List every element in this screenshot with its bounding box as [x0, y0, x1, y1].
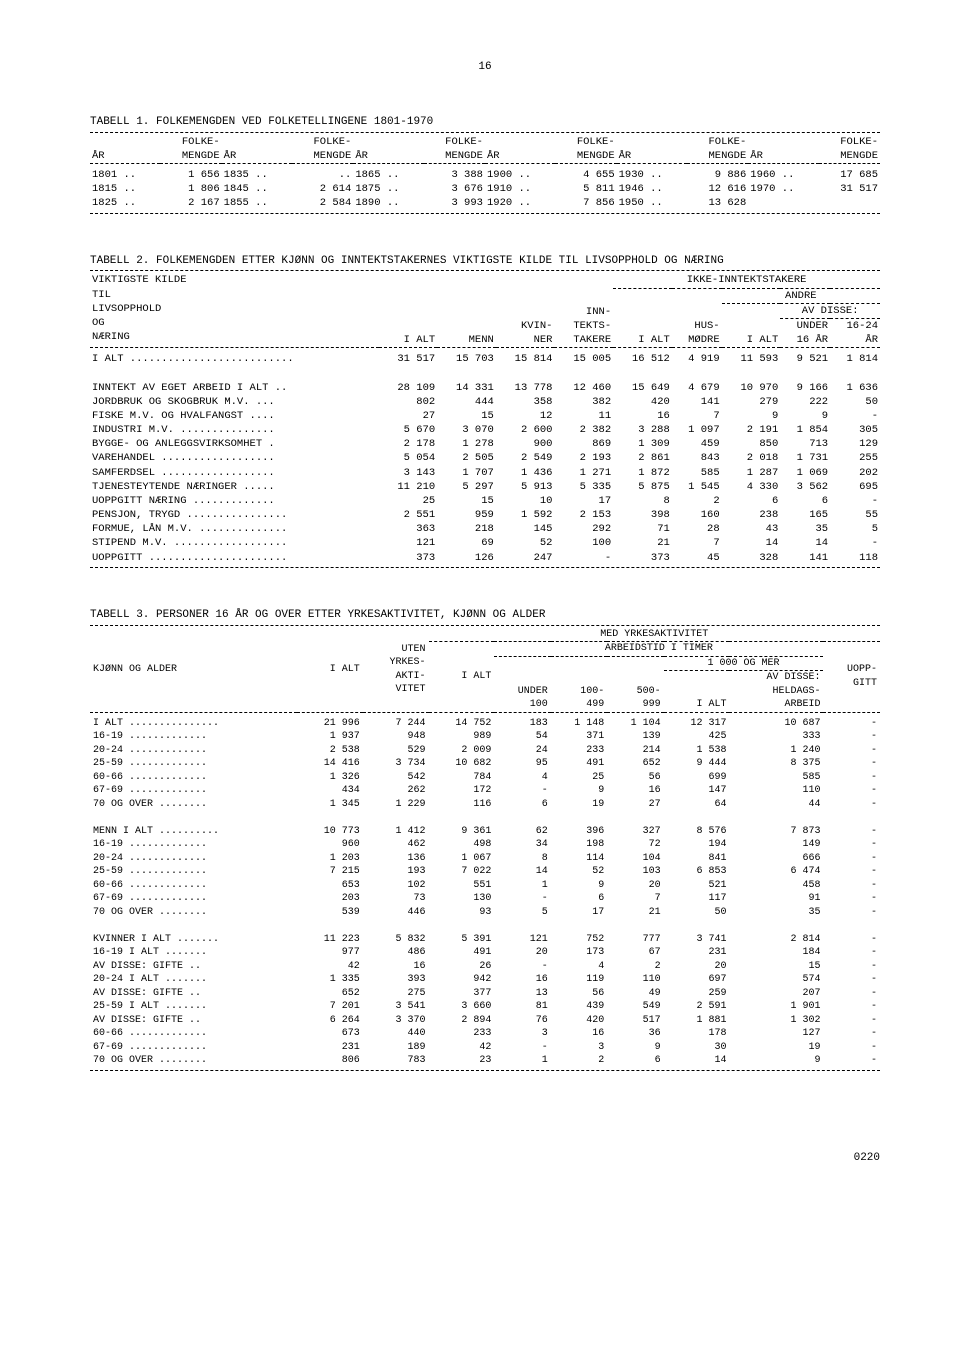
- table-row: 60-66 .............1 3265427844255669958…: [90, 771, 880, 785]
- table-row: 67-69 .............20373130-6711791-: [90, 892, 880, 906]
- table1-title: TABELL 1. FOLKEMENGDEN VED FOLKETELLINGE…: [90, 115, 880, 130]
- table1: ÅR FOLKE-MENGDE ÅR FOLKE-MENGDE ÅR FOLKE…: [90, 135, 880, 211]
- divider: [90, 567, 880, 568]
- footer-id: 0220: [90, 1151, 880, 1166]
- col-year: ÅR: [748, 135, 818, 164]
- col-ialt2: I ALT: [429, 642, 495, 713]
- table-row: 25-59 .............7 2151937 02214521036…: [90, 865, 880, 879]
- table-row: BYGGE- OG ANLEGGSVIRKSOMHET .2 1781 2789…: [90, 437, 880, 451]
- table-row: KVINNER I ALT .......11 2235 8325 391121…: [90, 933, 880, 947]
- col-arb: ARBEIDSTID I TIMER: [494, 642, 823, 657]
- col-pop: FOLKE-MENGDE: [292, 135, 353, 164]
- table-row: UOPPGITT NÆRING .............25151017826…: [90, 494, 880, 508]
- table-row: 20-24 .............1 2031361 06781141048…: [90, 852, 880, 866]
- col-avdisse: AV DISSE:: [780, 303, 880, 318]
- col-year: ÅR: [90, 135, 160, 164]
- col-inn: INN-TEKTS-TAKERE: [554, 273, 613, 347]
- col-year: ÅR: [353, 135, 423, 164]
- table-row: 60-66 .............67344023331636178127-: [90, 1027, 880, 1041]
- col-pop: FOLKE-MENGDE: [424, 135, 485, 164]
- table-row: 25-59 .............14 4163 73410 6829549…: [90, 757, 880, 771]
- table-row: FORMUE, LÅN M.V. ..............363218145…: [90, 522, 880, 536]
- table-row: 70 OG OVER ........1 3451 22911661927644…: [90, 798, 880, 812]
- col-ialt: I ALT: [379, 273, 438, 347]
- col-uopp: UOPP-GITT: [823, 642, 880, 713]
- page-number: 16: [90, 60, 880, 75]
- table-row: PENSJON, TRYGD ................2 5519591…: [90, 508, 880, 522]
- table-row: VAREHANDEL ..................5 0542 5052…: [90, 451, 880, 465]
- table-row: [90, 366, 880, 380]
- col-uten: UTENYRKES-AKTI-VITET: [363, 628, 429, 713]
- divider: [90, 625, 880, 626]
- table-row: JORDBRUK OG SKOGBRUK M.V. ...80244435838…: [90, 395, 880, 409]
- col-pop: FOLKE-MENGDE: [555, 135, 616, 164]
- divider: [90, 132, 880, 133]
- table-row: 20-24 .............2 5385292 00924233214…: [90, 744, 880, 758]
- table-row: 16-19 I ALT .......977486491201736723118…: [90, 946, 880, 960]
- table-row: 25-59 I ALT .......7 2013 5413 660814395…: [90, 1000, 880, 1014]
- table-row: I ALT ..........................31 51715…: [90, 352, 880, 366]
- table-row: 20-24 I ALT .......1 3353939421611911069…: [90, 973, 880, 987]
- table-row: STIPEND M.V. ..................121695210…: [90, 536, 880, 550]
- col-ialt3: I ALT: [664, 671, 730, 713]
- table-row: 1825 ..2 1671855 ..2 5841890 ..3 9931920…: [90, 196, 880, 210]
- col-andre: ANDRE: [722, 288, 880, 303]
- col-500999: 500-999: [607, 656, 663, 712]
- table-row: FISKE M.V. OG HVALFANGST ....27151211167…: [90, 409, 880, 423]
- col-kjonn: KJØNN OG ALDER: [90, 628, 297, 713]
- table-row: 70 OG OVER ........53944693517215035-: [90, 906, 880, 920]
- table-row: 1801 ..1 6561835 ....1865 ..3 3881900 ..…: [90, 168, 880, 182]
- divider: [90, 1070, 880, 1071]
- col-ialt: I ALT: [297, 628, 363, 713]
- col-ialt3: I ALT: [722, 303, 781, 348]
- table-row: 60-66 .............6531025511920521458-: [90, 879, 880, 893]
- table-row: 67-69 .............23118942-393019-: [90, 1041, 880, 1055]
- table-row: 16-19 .............960462498341987219414…: [90, 838, 880, 852]
- col-ikke: IKKE-INNTEKTSTAKERE: [613, 273, 880, 288]
- col-med: MED YRKESAKTIVITET: [429, 628, 880, 642]
- table2: VIKTIGSTE KILDETILLIVSOPPHOLDOGNÆRING I …: [90, 273, 880, 564]
- col-kvin: KVIN-NER: [496, 273, 555, 347]
- col-1624: 16-24ÅR: [830, 318, 880, 347]
- table2-title: TABELL 2. FOLKEMENGDEN ETTER KJØNN OG IN…: [90, 254, 880, 269]
- col-pop: FOLKE-MENGDE: [160, 135, 221, 164]
- table-row: MENN I ALT ..........10 7731 4129 361623…: [90, 825, 880, 839]
- table3-title: TABELL 3. PERSONER 16 ÅR OG OVER ETTER Y…: [90, 608, 880, 623]
- table-row: TJENESTEYTENDE NÆRINGER .....11 2105 297…: [90, 480, 880, 494]
- table-row: [90, 919, 880, 933]
- col-pop: FOLKE-MENGDE: [687, 135, 748, 164]
- col-under100: UNDER100: [494, 656, 550, 712]
- col-1000: 1 000 OG MER: [664, 656, 824, 671]
- table3: KJØNN OG ALDER I ALT UTENYRKES-AKTI-VITE…: [90, 628, 880, 1068]
- table-row: 1815 ..1 8061845 ..2 6141875 ..3 6761910…: [90, 182, 880, 196]
- col-hus: HUS-MØDRE: [672, 288, 722, 348]
- table-row: 67-69 .............434262172-916147110-: [90, 784, 880, 798]
- col-year: ÅR: [222, 135, 292, 164]
- table-row: INDUSTRI M.V. ...............5 6703 0702…: [90, 423, 880, 437]
- col-100499: 100-499: [551, 656, 607, 712]
- table-row: 16-19 .............1 9379489895437113942…: [90, 730, 880, 744]
- col-pop: FOLKE-MENGDE: [819, 135, 880, 164]
- table-row: 70 OG OVER ........80678323126149-: [90, 1054, 880, 1068]
- table-row: UOPPGITT ......................373126247…: [90, 551, 880, 565]
- col-avdisse: AV DISSE:HELDAGS-ARBEID: [729, 671, 823, 713]
- table-row: SAMFERDSEL ..................3 1431 7071…: [90, 466, 880, 480]
- col-year: ÅR: [485, 135, 555, 164]
- table-row: INNTEKT AV EGET ARBEID I ALT ..28 10914 …: [90, 381, 880, 395]
- table-row: I ALT ...............21 9967 24414 75218…: [90, 717, 880, 731]
- table-row: [90, 811, 880, 825]
- table-row: AV DISSE: GIFTE ..6 2643 3702 8947642051…: [90, 1014, 880, 1028]
- col-menn: MENN: [437, 273, 496, 347]
- col-year: ÅR: [617, 135, 687, 164]
- table1-header-row: ÅR FOLKE-MENGDE ÅR FOLKE-MENGDE ÅR FOLKE…: [90, 135, 880, 164]
- divider: [90, 270, 880, 271]
- divider: [90, 213, 880, 214]
- table-row: AV DISSE: GIFTE ..652275377135649259207-: [90, 987, 880, 1001]
- col-under16: UNDER16 ÅR: [780, 318, 830, 347]
- col-kilde: VIKTIGSTE KILDETILLIVSOPPHOLDOGNÆRING: [90, 273, 379, 347]
- col-ialt2: I ALT: [613, 288, 672, 348]
- table-row: AV DISSE: GIFTE ..421626-422015-: [90, 960, 880, 974]
